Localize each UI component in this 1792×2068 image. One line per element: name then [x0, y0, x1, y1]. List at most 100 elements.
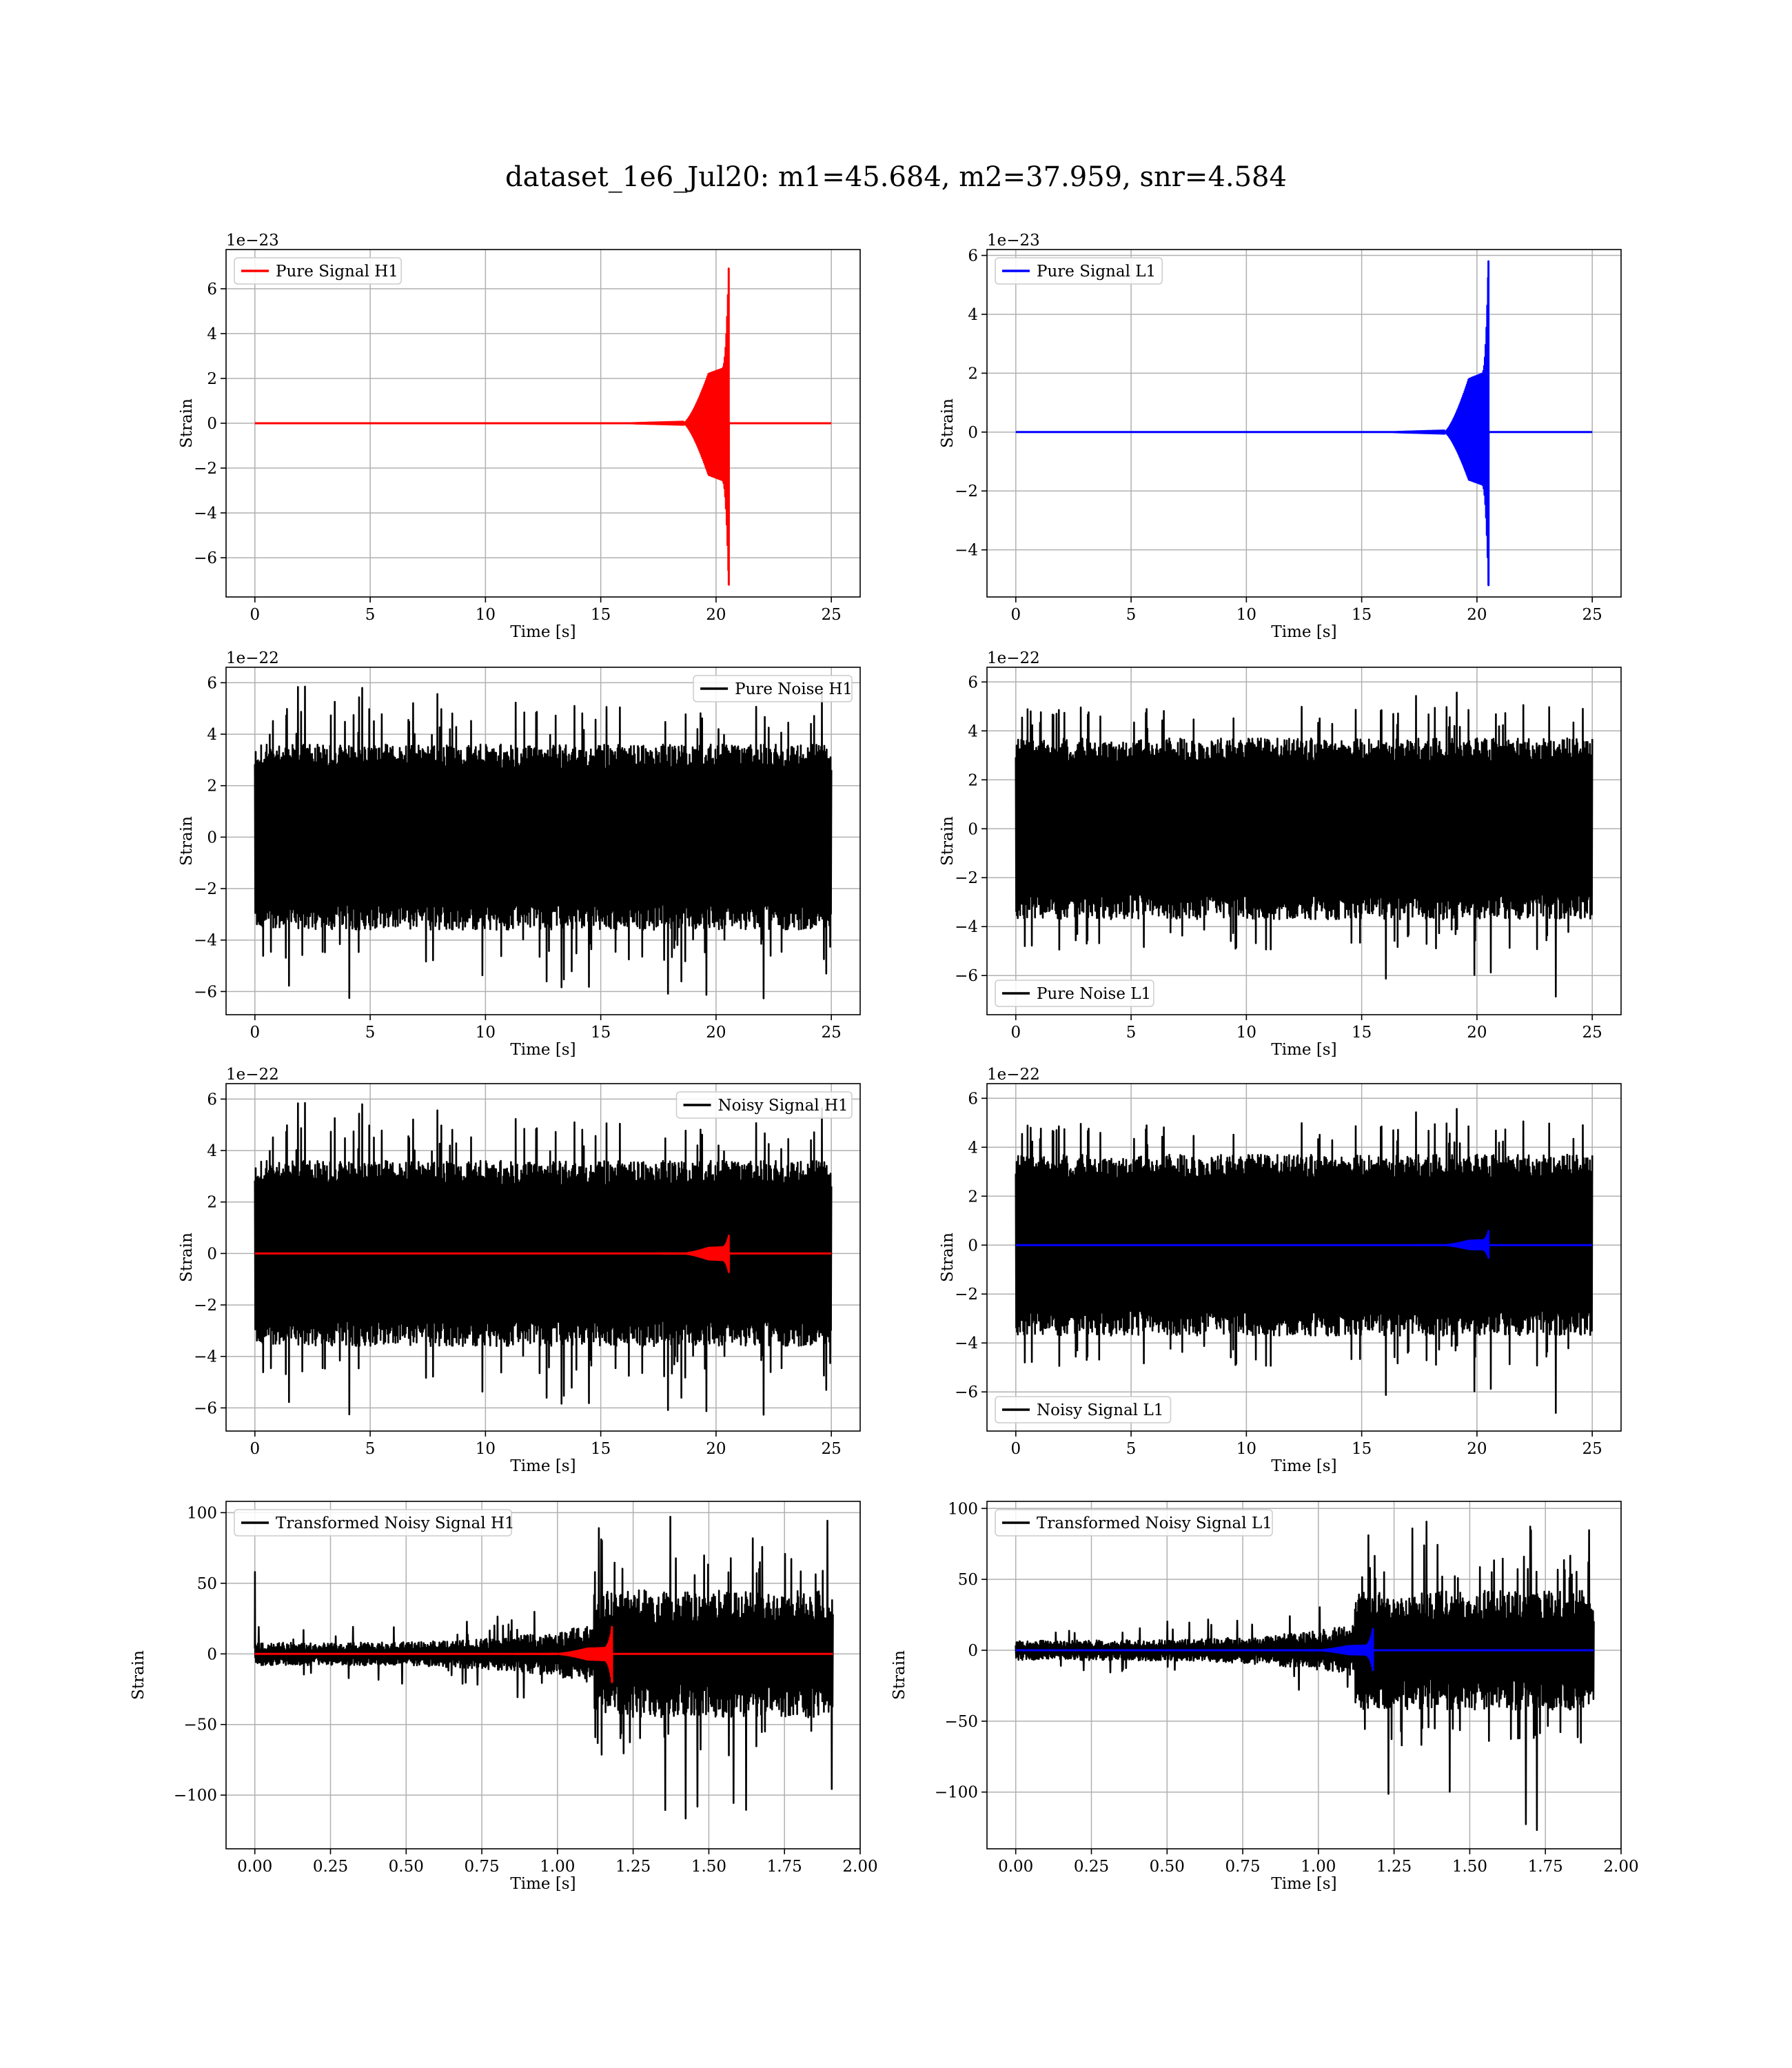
legend: Transformed Noisy Signal H1	[234, 1509, 515, 1537]
y-tick-label: −4	[194, 505, 217, 523]
y-axis-label: Strain	[939, 398, 957, 448]
x-tick-label: 1.25	[1376, 1858, 1412, 1876]
x-tick-label: 10	[1236, 1024, 1256, 1042]
y-tick-label: 2	[207, 370, 217, 388]
x-tick-label: 25	[822, 606, 842, 624]
legend-label: Transformed Noisy Signal H1	[276, 1514, 515, 1532]
plot-area	[254, 1516, 834, 1820]
x-tick-label: 0.50	[389, 1858, 424, 1876]
y-tick-label: 4	[968, 1139, 978, 1157]
x-tick-label: 0	[250, 1024, 260, 1042]
legend-box	[693, 675, 853, 702]
legend: Transformed Noisy Signal L1	[995, 1509, 1273, 1537]
legend: Noisy Signal H1	[675, 1091, 853, 1119]
y-tick-label: 6	[968, 247, 978, 265]
axes-frame	[225, 1501, 861, 1849]
x-tick-label: 15	[1352, 606, 1372, 624]
series-line-noisy-signal-l1	[1015, 1108, 1594, 1414]
y-tick-label: 4	[968, 722, 978, 740]
y-tick-label: 2	[968, 771, 978, 789]
y-tick-label: 6	[968, 673, 978, 691]
panel-pure-noise-l1: 0 5 10 15 20 25 −6 −4 −2 0 2 4 6 Time [s] Strain 1e−22 P…	[939, 649, 1622, 1059]
x-tick-label: 1.50	[691, 1858, 726, 1876]
series-line-pure-signal-l1	[1015, 260, 1594, 587]
y-tick-label: 0	[968, 424, 978, 442]
series-line-transformed-noisy-signal-h1	[254, 1516, 834, 1820]
y-tick-label: −2	[955, 869, 978, 887]
x-tick-label: 20	[706, 1024, 726, 1042]
y-tick-label: −4	[194, 1348, 217, 1366]
x-tick-label: 0	[250, 1440, 260, 1458]
x-tick-label: 1.25	[615, 1858, 651, 1876]
x-tick-label: 25	[1582, 606, 1602, 624]
panel-noisy-signal-l1: 0 5 10 15 20 25 −6 −4 −2 0 2 4 6 Time [s] Strain 1e−22 N…	[939, 1066, 1622, 1475]
legend-label: Pure Signal H1	[276, 263, 398, 281]
legend: Pure Signal H1	[234, 257, 402, 285]
x-tick-label: 20	[1467, 1440, 1487, 1458]
y-tick-label: 100	[187, 1504, 217, 1522]
plot-area	[254, 685, 833, 1000]
x-tick-label: 1.75	[767, 1858, 802, 1876]
y-tick-label: −6	[955, 967, 978, 985]
x-tick-label: 10	[476, 1440, 496, 1458]
y-tick-label: −2	[194, 460, 217, 478]
legend-box	[234, 257, 402, 285]
y-tick-label: −2	[955, 1286, 978, 1304]
plot-area	[254, 267, 833, 586]
y-tick-label: 0	[968, 820, 978, 838]
y-tick-label: −6	[194, 549, 217, 567]
plot-area	[1015, 1108, 1594, 1414]
y-axis-label: Strain	[178, 1233, 196, 1282]
x-tick-label: 0.25	[1074, 1858, 1109, 1876]
legend-box	[234, 1509, 512, 1537]
y-tick-label: 2	[968, 365, 978, 383]
y-tick-label: −100	[935, 1784, 978, 1802]
series-line-noisy-signal-h1	[254, 1102, 833, 1416]
plot-area	[1015, 1521, 1595, 1832]
x-tick-label: 1.00	[1301, 1858, 1336, 1876]
y-tick-label: 4	[207, 726, 217, 744]
y-tick-label: 2	[207, 778, 217, 795]
series-line-1	[1015, 1628, 1595, 1672]
y-tick-label: 4	[968, 306, 978, 324]
x-tick-label: 0	[250, 606, 260, 624]
x-tick-label: 5	[365, 1440, 376, 1458]
y-tick-label: 50	[958, 1571, 978, 1589]
y-tick-label: −2	[955, 483, 978, 500]
panel-pure-signal-l1: 0 5 10 15 20 25 −4 −2 0 2 4 6 Time [s] Strain 1e−23 Pur…	[939, 232, 1622, 641]
x-tick-label: 20	[1467, 1024, 1487, 1042]
y-tick-label: −4	[194, 932, 217, 950]
legend: Pure Noise H1	[693, 675, 853, 702]
legend-box	[675, 1091, 853, 1119]
x-tick-label: 10	[1236, 1440, 1256, 1458]
x-tick-label: 0	[1010, 1440, 1021, 1458]
x-axis-label: Time [s]	[1271, 1457, 1336, 1475]
x-tick-label: 0.75	[464, 1858, 499, 1876]
x-tick-label: 1.50	[1452, 1858, 1487, 1876]
y-axis-label: Strain	[939, 1233, 957, 1282]
y-tick-label: 0	[968, 1237, 978, 1255]
axes-frame	[225, 1083, 861, 1432]
panel-pure-signal-h1: 0 5 10 15 20 25 −6 −4 −2 0 2 4 6 Time [s] Strain 1e−23 P…	[178, 232, 861, 641]
series-line-1	[254, 1625, 834, 1683]
x-tick-label: 1.00	[540, 1858, 575, 1876]
x-tick-label: 0	[1010, 1024, 1021, 1042]
axes-frame	[225, 667, 861, 1015]
x-tick-label: 10	[476, 1024, 496, 1042]
panel-pure-noise-h1: 0 5 10 15 20 25 −6 −4 −2 0 2 4 6 Time [s] Strain 1e−22 P…	[178, 649, 861, 1059]
x-tick-label: 5	[365, 606, 376, 624]
y-axis-offset-exponent: 1e−22	[226, 649, 279, 667]
x-axis-label: Time [s]	[1271, 1041, 1336, 1059]
panel-transformed-noisy-signal-h1: 0.00 0.25 0.50 0.75 1.00 1.25 1.50 1.75 2.00 −100…	[130, 1501, 878, 1893]
x-tick-label: 25	[822, 1024, 842, 1042]
x-axis-label: Time [s]	[510, 1875, 576, 1893]
y-tick-label: 0	[207, 415, 217, 433]
x-tick-label: 0.25	[313, 1858, 348, 1876]
y-axis-offset-exponent: 1e−23	[987, 232, 1040, 250]
x-tick-label: 0.00	[237, 1858, 272, 1876]
axes-frame	[986, 1501, 1622, 1849]
y-tick-label: −2	[194, 1297, 217, 1315]
y-tick-label: 6	[207, 281, 217, 298]
x-tick-label: 25	[1582, 1440, 1602, 1458]
